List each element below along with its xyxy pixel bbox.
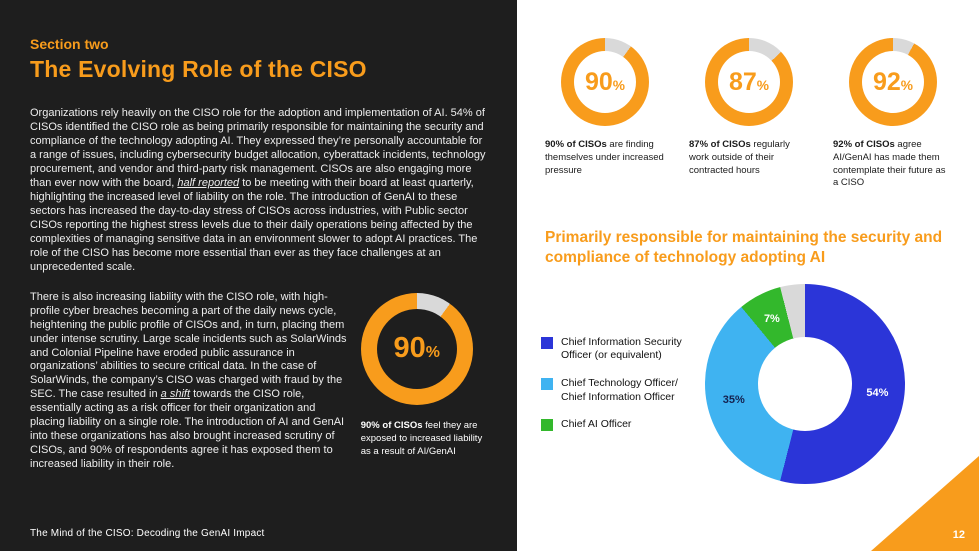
stats-row: 90% 90% of CISOs are finding themselves … xyxy=(517,0,979,190)
stat-card: 87% 87% of CISOs regularly work outside … xyxy=(689,38,809,190)
page-title: The Evolving Role of the CISO xyxy=(30,56,367,82)
legend-swatch xyxy=(541,419,553,432)
liability-section: There is also increasing liability with … xyxy=(30,291,489,473)
liability-donut-chart: 90% xyxy=(360,292,473,405)
section-label: Section two xyxy=(30,36,109,52)
paragraph-text: towards the CISO role, essentially actin… xyxy=(30,388,345,471)
percent-sign: % xyxy=(425,344,440,362)
stat-donut-chart: 92% xyxy=(849,38,937,126)
legend-item: Chief AI Officer xyxy=(541,418,693,432)
donut-number: 90 xyxy=(584,67,613,96)
emphasis-half-reported: half reported xyxy=(177,176,240,189)
stat-caption: 87% of CISOs regularly work outside of t… xyxy=(689,139,809,177)
liability-stat: 90% 90% of CISOs feel they are exposed t… xyxy=(360,291,489,459)
footer-text: The Mind of the CISO: Decoding the GenAI… xyxy=(30,528,265,539)
intro-paragraph: Organizations rely heavily on the CISO r… xyxy=(30,107,490,275)
stat-donut-chart: 87% xyxy=(705,38,793,126)
stat-card: 92% 92% of CISOs agree AI/GenAI has made… xyxy=(833,38,953,190)
donut-number: 87 xyxy=(728,67,757,96)
legend-item: Chief Technology Officer/ Chief Informat… xyxy=(541,377,693,404)
paragraph-text: to be meeting with their board at least … xyxy=(30,176,478,273)
donut-value: 90% xyxy=(394,332,440,365)
donut-hole: 87% xyxy=(718,51,780,113)
donut-hole: 90% xyxy=(376,308,457,389)
percent-sign: % xyxy=(612,77,626,93)
caption-rest: regularly work outside of their contract… xyxy=(689,139,790,176)
pie-slice-label: 54% xyxy=(866,387,889,399)
donut-pie-chart: 54% 35% 7% xyxy=(705,283,905,484)
caption-bold: 90% of CISOs xyxy=(360,419,423,431)
percent-sign: % xyxy=(756,77,770,93)
pie-slice-label: 7% xyxy=(763,312,780,325)
donut-hole: 90% xyxy=(574,51,636,113)
stat-donut-chart: 90% xyxy=(561,38,649,126)
pie-wrap: 54% 35% 7% xyxy=(705,283,905,484)
donut-number: 92 xyxy=(872,67,901,96)
caption-bold: 90% of CISOs xyxy=(545,139,607,150)
donut-caption: 90% of CISOs feel they are exposed to in… xyxy=(361,419,489,459)
percent-sign: % xyxy=(900,77,914,93)
stat-card: 90% 90% of CISOs are finding themselves … xyxy=(545,38,665,190)
left-panel: Section two The Evolving Role of the CIS… xyxy=(0,0,517,551)
caption-rest: feel they are exposed to increased liabi… xyxy=(360,419,483,458)
chart-legend: Chief Information Security Officer (or e… xyxy=(541,336,693,432)
donut-number: 90 xyxy=(393,332,426,365)
stat-caption: 90% of CISOs are finding themselves unde… xyxy=(545,139,665,177)
page-corner-triangle xyxy=(871,456,979,551)
donut-value: 87% xyxy=(729,68,769,97)
legend-label: Chief Information Security Officer (or e… xyxy=(561,335,682,362)
caption-bold: 87% of CISOs xyxy=(689,139,751,150)
pie-slice-label: 35% xyxy=(722,393,745,406)
legend-label: Chief Technology Officer/ Chief Informat… xyxy=(561,377,678,403)
caption-rest: are finding themselves under increased p… xyxy=(545,139,664,176)
paragraph-text: There is also increasing liability with … xyxy=(30,290,347,401)
liability-paragraph: There is also increasing liability with … xyxy=(30,291,349,473)
donut-value: 92% xyxy=(873,68,913,97)
emphasis-a-shift: a shift xyxy=(160,388,191,401)
legend-label: Chief AI Officer xyxy=(561,418,632,431)
stat-caption: 92% of CISOs agree AI/GenAI has made the… xyxy=(833,139,953,190)
page-number: 12 xyxy=(952,529,965,541)
donut-hole: 92% xyxy=(862,51,924,113)
legend-swatch xyxy=(541,336,553,349)
pie-hole xyxy=(758,336,852,431)
donut-value: 90% xyxy=(585,68,625,97)
caption-rest: agree AI/GenAI has made them contemplate… xyxy=(833,139,946,189)
legend-item: Chief Information Security Officer (or e… xyxy=(541,336,693,363)
caption-bold: 92% of CISOs xyxy=(833,139,895,150)
chart-area: Chief Information Security Officer (or e… xyxy=(541,283,979,484)
paragraph-text: Organizations rely heavily on the CISO r… xyxy=(30,107,486,189)
chart-heading: Primarily responsible for maintaining th… xyxy=(545,229,943,267)
legend-swatch xyxy=(541,378,553,391)
